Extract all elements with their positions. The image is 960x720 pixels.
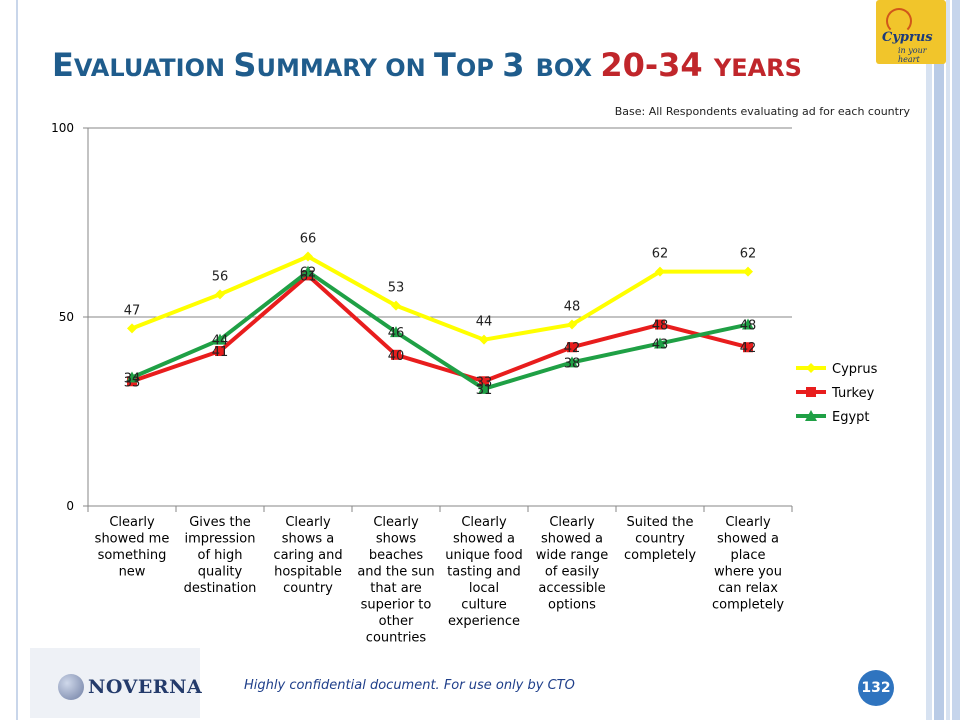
x-tick-label: Clearly showed me something new [95, 515, 170, 580]
base-note: Base: All Respondents evaluating ad for … [614, 105, 910, 118]
data-point-cyprus [215, 289, 225, 300]
globe-icon [58, 674, 84, 700]
legend-marker-cyprus [806, 363, 816, 373]
data-label-turkey: 40 [388, 349, 405, 364]
page-number-badge: 132 [858, 670, 894, 706]
data-label-turkey: 42 [564, 341, 581, 356]
y-tick-label: 100 [51, 121, 74, 135]
data-point-turkey [567, 342, 577, 353]
data-label-egypt: 34 [124, 371, 141, 386]
y-tick-label: 0 [66, 499, 74, 513]
title-part-6: 3 [502, 46, 536, 84]
data-label-cyprus: 53 [388, 281, 405, 296]
sun-icon [886, 8, 912, 34]
data-label-turkey: 33 [124, 375, 141, 390]
data-label-turkey: 33 [476, 375, 493, 390]
data-label-egypt: 43 [652, 337, 669, 352]
data-label-egypt: 31 [476, 383, 493, 398]
data-label-turkey: 41 [212, 345, 229, 360]
data-point-cyprus [303, 251, 313, 262]
cyprus-logo-text: Cyprus [882, 30, 933, 45]
y-tick-label: 50 [59, 310, 74, 324]
confidential-footer: Highly confidential document. For use on… [244, 678, 575, 693]
data-label-egypt: 62 [300, 266, 317, 281]
data-label-cyprus: 48 [564, 300, 581, 315]
data-point-egypt [478, 382, 490, 394]
data-point-turkey [479, 376, 489, 387]
data-point-turkey [215, 346, 225, 357]
legend-label-cyprus: Cyprus [832, 362, 878, 377]
series-line-cyprus [131, 254, 748, 342]
x-tick-label: Clearly shows a caring and hospitable countr… [273, 515, 342, 596]
legend-label-turkey: Turkey [831, 386, 875, 401]
cyprus-logo-tagline: in your heart [898, 46, 927, 64]
data-point-cyprus [743, 266, 753, 277]
data-label-turkey: 42 [740, 341, 757, 356]
slide-title: EVALUATION SUMMARY ON TOP 3 BOX 20-34 YE… [52, 46, 802, 84]
data-point-cyprus [655, 266, 665, 277]
x-tick-label: Gives the impression of high quality destina… [184, 515, 257, 596]
data-label-cyprus: 44 [476, 315, 493, 330]
data-point-egypt [566, 356, 578, 368]
data-point-turkey [655, 319, 665, 330]
data-label-cyprus: 56 [212, 269, 229, 284]
data-label-turkey: 61 [300, 269, 317, 284]
legend-marker-egypt [805, 410, 817, 421]
data-point-turkey [391, 349, 401, 360]
data-label-cyprus: 66 [300, 232, 317, 247]
title-part-5: OP [455, 54, 503, 82]
title-part-8: 20-34 [600, 46, 714, 84]
data-point-egypt [302, 265, 314, 277]
noverna-logo-text: NOVERNA [88, 676, 203, 698]
legend-label-egypt: Egypt [832, 410, 870, 425]
x-tick-label: Suited the country completely [624, 515, 696, 563]
data-label-turkey: 48 [652, 319, 669, 334]
data-point-cyprus [567, 319, 577, 330]
data-label-cyprus: 62 [652, 247, 669, 262]
x-tick-label: Clearly shows beaches and the sun that are su… [357, 515, 434, 646]
title-part-0: E [52, 46, 74, 84]
data-label-egypt: 44 [212, 334, 229, 349]
data-label-cyprus: 47 [124, 303, 141, 318]
data-point-egypt [742, 318, 754, 330]
title-part-1: VALUATION [73, 54, 234, 82]
x-tick-label: Clearly showed a unique food tasting and loc… [445, 515, 522, 629]
data-point-egypt [654, 337, 666, 349]
data-point-cyprus [479, 334, 489, 345]
title-part-7: BOX [535, 54, 601, 82]
x-tick-label: Clearly showed a wide range of easily access… [536, 515, 608, 613]
left-border-line [16, 0, 18, 720]
data-label-egypt: 48 [740, 319, 757, 334]
title-part-3: UMMARY ON [256, 54, 435, 82]
series-line-turkey [131, 273, 749, 384]
noverna-logo: NOVERNA [30, 648, 203, 718]
series-line-egypt [131, 269, 749, 391]
data-point-egypt [390, 326, 402, 338]
data-point-cyprus [127, 323, 137, 334]
data-point-egypt [126, 371, 138, 383]
legend-marker-turkey [806, 387, 816, 397]
data-point-egypt [214, 333, 226, 345]
x-tick-label: Clearly showed a place where you can relax co… [712, 515, 784, 613]
title-part-2: S [233, 46, 257, 84]
data-point-cyprus [391, 300, 401, 311]
data-point-turkey [743, 342, 753, 353]
data-label-egypt: 46 [388, 326, 405, 341]
data-label-egypt: 38 [564, 356, 581, 371]
cyprus-logo: Cyprus in your heart [876, 0, 946, 64]
title-part-9: YEARS [713, 54, 802, 82]
right-decorative-bars [924, 0, 960, 720]
data-label-cyprus: 62 [740, 247, 757, 262]
title-part-4: T [434, 46, 456, 84]
